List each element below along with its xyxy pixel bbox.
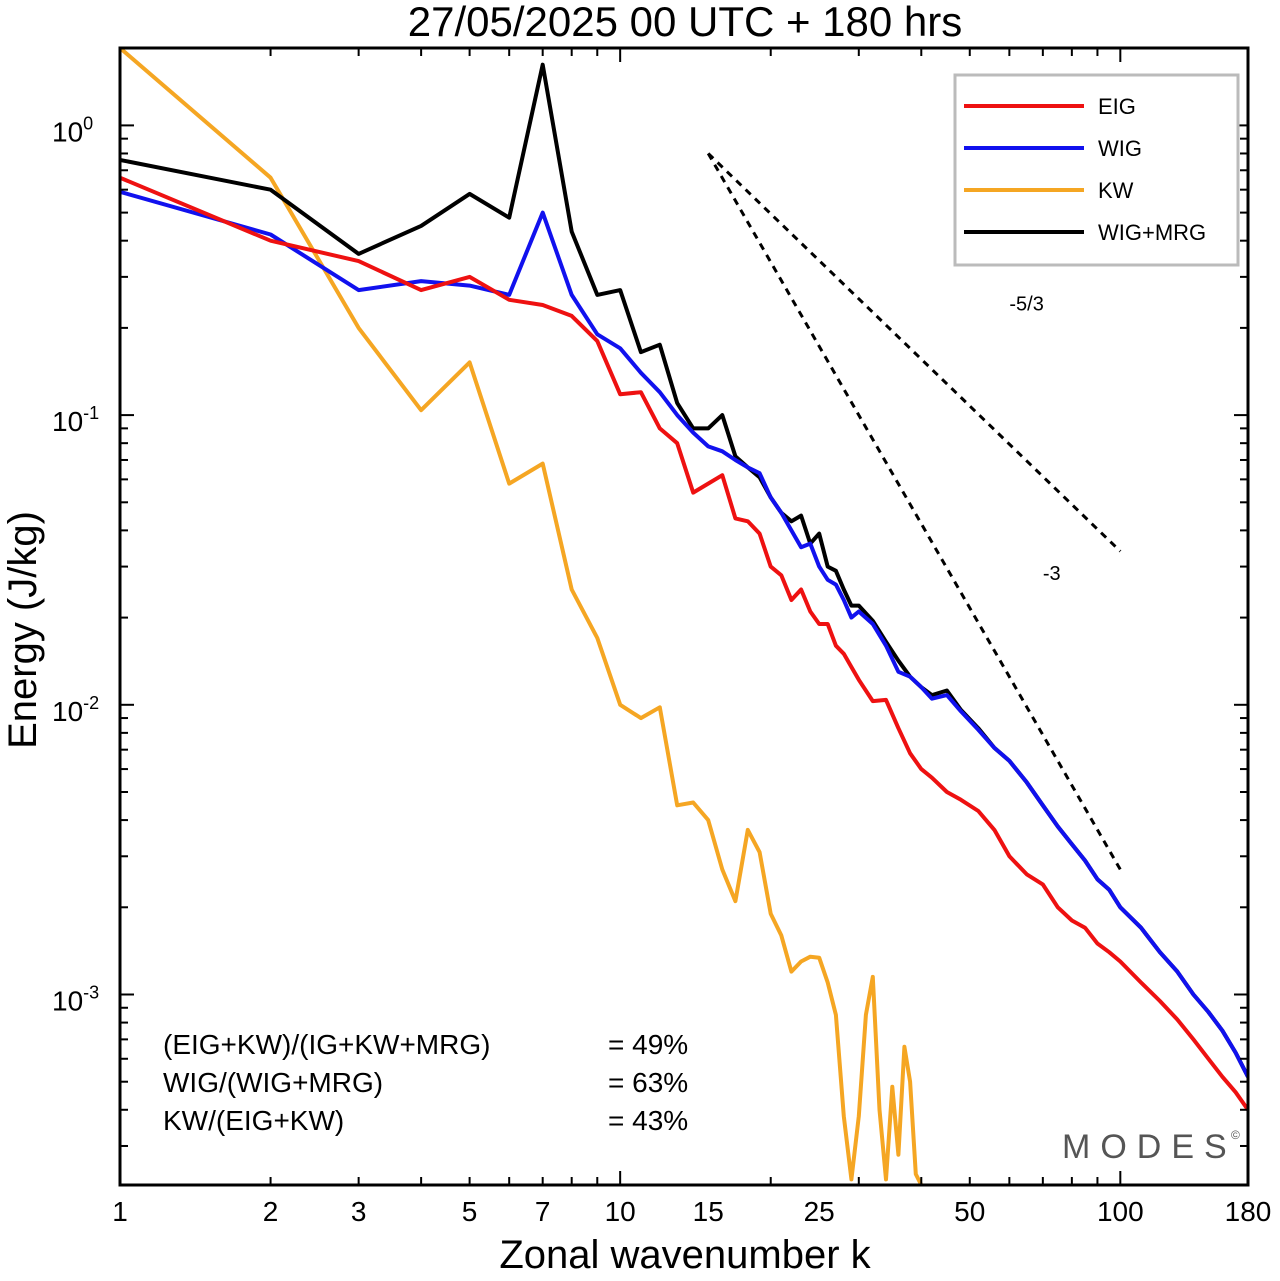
modes-watermark: MODES ©	[1062, 1128, 1240, 1166]
x-tick-label: 10	[605, 1196, 636, 1227]
series-line-eig	[120, 175, 1248, 1111]
y-tick-label: 100	[52, 113, 93, 147]
plot-border	[118, 46, 1250, 1187]
x-tick-label: 5	[462, 1196, 478, 1227]
ratio-label: (EIG+KW)/(IG+KW+MRG)	[163, 1029, 490, 1060]
x-tick-label: 100	[1097, 1196, 1144, 1227]
x-tick-label: 3	[351, 1196, 367, 1227]
y-axis-ticks: 100 10-1 10-2 10-3	[52, 113, 1248, 1147]
series-layer	[120, 48, 1248, 1185]
reference-slope-layer: -5/3 -3	[706, 152, 1122, 871]
legend: EIG WIG KW WIG+MRG	[953, 73, 1240, 267]
x-tick-label: 7	[535, 1196, 551, 1227]
x-tick-label: 50	[954, 1196, 985, 1227]
series-line-wig	[120, 189, 1248, 1078]
x-tick-label: 15	[693, 1196, 724, 1227]
ratio-annotations: (EIG+KW)/(IG+KW+MRG) = 49% WIG/(WIG+MRG) = …	[163, 1029, 688, 1136]
y-tick-label: 10-3	[52, 982, 99, 1016]
reference-slope-label: -3	[1043, 563, 1061, 585]
series-line-kw	[120, 48, 924, 1185]
plot-frame	[118, 46, 1250, 1187]
ratio-value: = 43%	[608, 1105, 688, 1136]
chart-title: 27/05/2025 00 UTC + 180 hrs	[408, 0, 963, 45]
ratio-label: WIG/(WIG+MRG)	[163, 1067, 383, 1098]
ratio-label: KW/(EIG+KW)	[163, 1105, 344, 1136]
x-tick-label: 25	[804, 1196, 835, 1227]
y-tick-label: 10-1	[52, 403, 99, 437]
x-axis-label: Zonal wavenumber k	[499, 1233, 871, 1277]
x-tick-label: 180	[1225, 1196, 1272, 1227]
x-axis-ticks: 1 2 3 5 7 10 15 25 50 100 180	[112, 48, 1271, 1227]
legend-label: WIG+MRG	[1098, 220, 1206, 245]
legend-label: WIG	[1098, 136, 1142, 161]
legend-label: KW	[1098, 178, 1134, 203]
x-tick-label: 2	[263, 1196, 279, 1227]
watermark-copyright: ©	[1231, 1128, 1240, 1142]
legend-label: EIG	[1098, 94, 1136, 119]
x-tick-label: 1	[112, 1196, 128, 1227]
y-tick-label: 10-2	[52, 693, 99, 727]
watermark-text: MODES	[1062, 1128, 1237, 1166]
reference-slope-line	[707, 152, 1122, 553]
y-axis-label: Energy (J/kg)	[1, 511, 45, 749]
ratio-value: = 63%	[608, 1067, 688, 1098]
reference-slope-label: -5/3	[1009, 293, 1043, 315]
ratio-value: = 49%	[608, 1029, 688, 1060]
